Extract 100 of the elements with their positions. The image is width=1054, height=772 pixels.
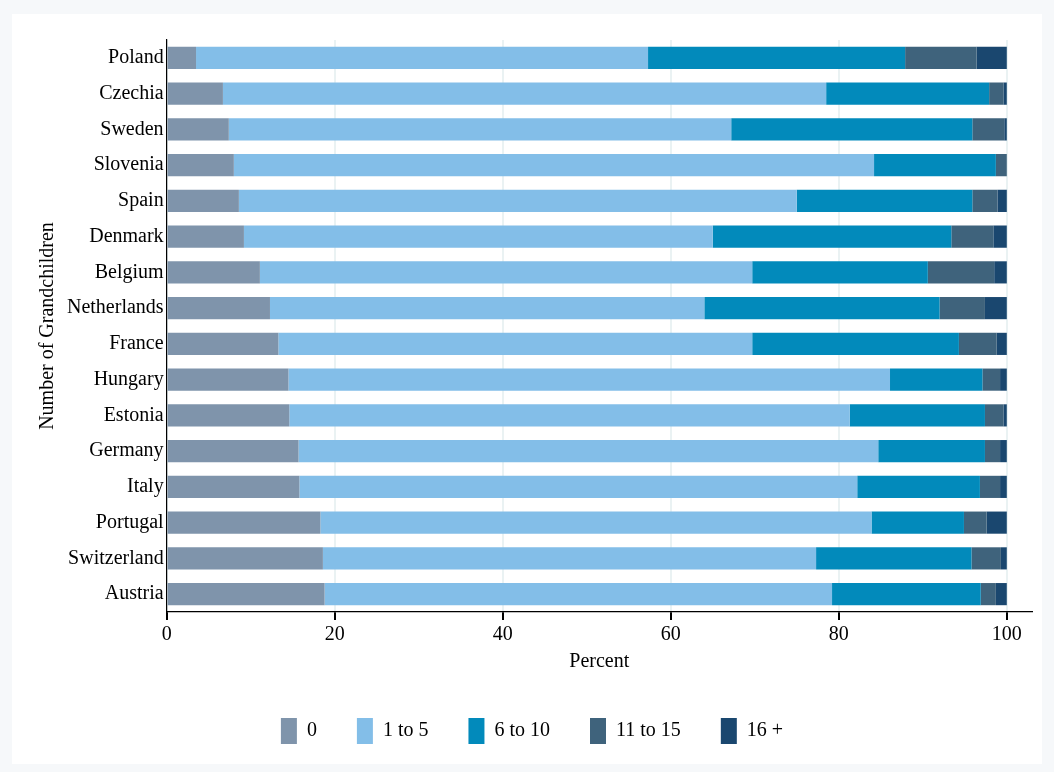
bar [167, 511, 321, 534]
bar [816, 547, 972, 570]
bar [972, 189, 998, 212]
bar [905, 46, 977, 69]
bar [874, 154, 996, 177]
bar [648, 46, 906, 69]
y-tick-label: Belgium [94, 259, 165, 283]
bar [984, 440, 1001, 463]
bar [167, 261, 260, 284]
bar [971, 547, 1001, 570]
bar [986, 511, 1007, 534]
bar [167, 154, 234, 177]
legend-label: 6 to 10 [494, 718, 551, 741]
y-tick-label: Poland [108, 45, 164, 68]
bar [167, 118, 229, 141]
y-tick-label: Austria [104, 581, 164, 604]
bar [322, 547, 817, 570]
y-tick-label: Germany [89, 438, 164, 462]
bar [752, 332, 959, 355]
bar [878, 440, 985, 463]
bar [1000, 475, 1007, 498]
bar [989, 82, 1004, 105]
bar [997, 189, 1007, 212]
y-tick-label: Netherlands [66, 295, 164, 318]
bar [278, 332, 753, 355]
bar [243, 225, 713, 248]
bar [979, 475, 1001, 498]
bar [259, 261, 753, 284]
legend-label: 16 + [746, 718, 784, 741]
bar [167, 82, 223, 105]
y-tick-label: Estonia [103, 402, 164, 425]
bar [993, 225, 1007, 248]
bar [1003, 82, 1007, 105]
y-tick-label: Italy [126, 474, 164, 498]
bar [826, 82, 990, 105]
x-tick-label: 0 [161, 622, 172, 645]
x-tick-label: 100 [991, 622, 1022, 645]
bar [951, 225, 994, 248]
bar [871, 511, 964, 534]
bar [963, 511, 987, 534]
bar [958, 332, 997, 355]
bar [796, 189, 973, 212]
bar [196, 46, 649, 69]
bar [167, 583, 325, 606]
y-tick-label: France [109, 331, 164, 354]
bar [982, 368, 1001, 391]
bar [289, 404, 850, 427]
bar [1000, 440, 1007, 463]
bar [288, 368, 891, 391]
bar [238, 189, 797, 212]
bar [167, 297, 270, 320]
y-tick-label: Portugal [95, 509, 165, 533]
bar [849, 404, 985, 427]
bar [1000, 368, 1007, 391]
bar [269, 297, 705, 320]
bar [1004, 118, 1007, 141]
bar [752, 261, 928, 284]
bar [857, 475, 980, 498]
bar [995, 583, 1007, 606]
y-tick-label: Czechia [99, 80, 164, 103]
bar [298, 440, 879, 463]
bar [222, 82, 827, 105]
bar [167, 404, 290, 427]
x-tick-label: 40 [492, 622, 513, 645]
x-tick-label: 60 [660, 622, 681, 645]
bar [1003, 404, 1007, 427]
y-axis-title: Number of Grandchildren [35, 222, 58, 430]
bar [994, 261, 1007, 284]
bar [233, 154, 875, 177]
y-tick-label: Denmark [89, 223, 164, 246]
bar [167, 368, 289, 391]
bar [731, 118, 973, 141]
y-tick-label: Sweden [100, 116, 164, 139]
bar [228, 118, 732, 141]
bar [324, 583, 833, 606]
bar [167, 475, 300, 498]
bar [927, 261, 995, 284]
bar [939, 297, 985, 320]
bar [320, 511, 872, 534]
bar [995, 154, 1007, 177]
bar [890, 368, 983, 391]
x-tick-label: 80 [828, 622, 849, 645]
bar [167, 189, 239, 212]
y-tick-label: Switzerland [68, 545, 164, 568]
bar [980, 583, 996, 606]
y-tick-label: Hungary [93, 366, 164, 390]
bar [704, 297, 940, 320]
bar [167, 440, 299, 463]
bar [996, 332, 1007, 355]
bar [984, 297, 1007, 320]
bar [299, 475, 858, 498]
bar [984, 404, 1004, 427]
legend-label: 11 to 15 [616, 718, 681, 741]
bar [167, 547, 323, 570]
bar [1000, 547, 1007, 570]
bar [712, 225, 952, 248]
bar [167, 225, 244, 248]
legend-label: 1 to 5 [382, 718, 429, 741]
bar [976, 46, 1007, 69]
x-axis-title: Percent [569, 649, 630, 672]
